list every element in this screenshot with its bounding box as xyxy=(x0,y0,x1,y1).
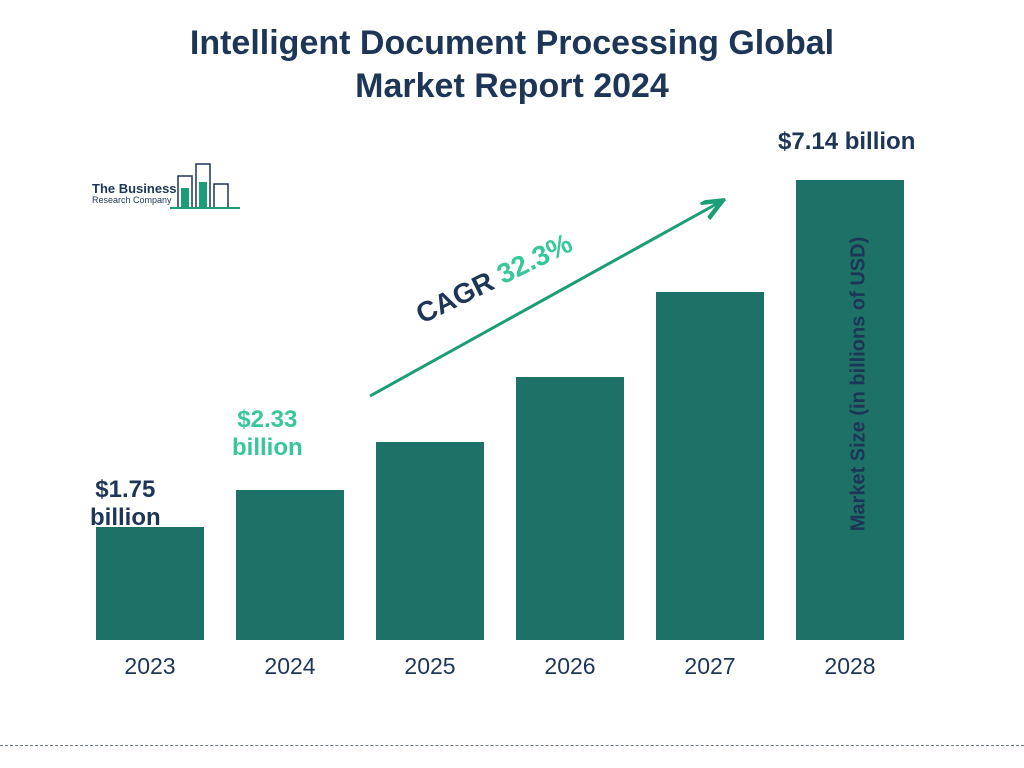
bottom-divider xyxy=(0,745,1024,746)
title-line2: Market Report 2024 xyxy=(355,67,669,105)
x-tick-label: 2023 xyxy=(90,653,210,680)
chart-title: Intelligent Document Processing Global M… xyxy=(0,22,1024,107)
bar-value-label: $7.14 billion xyxy=(778,128,915,156)
bar xyxy=(656,292,764,640)
bar-value-label: $2.33billion xyxy=(232,406,303,461)
bar xyxy=(236,490,344,640)
bar-column xyxy=(230,490,350,640)
x-axis-labels: 2023 2024 2025 2026 2027 2028 xyxy=(90,653,910,680)
bar xyxy=(96,527,204,640)
bars-container xyxy=(90,170,910,640)
x-tick-label: 2024 xyxy=(230,653,350,680)
x-tick-label: 2027 xyxy=(650,653,770,680)
bar xyxy=(516,377,624,640)
bar-value-label: $1.75billion xyxy=(90,476,161,531)
title-line1: Intelligent Document Processing Global xyxy=(190,24,834,62)
bar-column xyxy=(510,377,630,640)
bar xyxy=(376,442,484,640)
bar-column xyxy=(650,292,770,640)
x-tick-label: 2025 xyxy=(370,653,490,680)
chart-plot-area: 2023 2024 2025 2026 2027 2028 xyxy=(90,160,910,680)
bar-column xyxy=(90,527,210,640)
y-axis-label: Market Size (in billions of USD) xyxy=(847,237,870,531)
bar-column xyxy=(370,442,490,640)
x-tick-label: 2026 xyxy=(510,653,630,680)
x-tick-label: 2028 xyxy=(790,653,910,680)
